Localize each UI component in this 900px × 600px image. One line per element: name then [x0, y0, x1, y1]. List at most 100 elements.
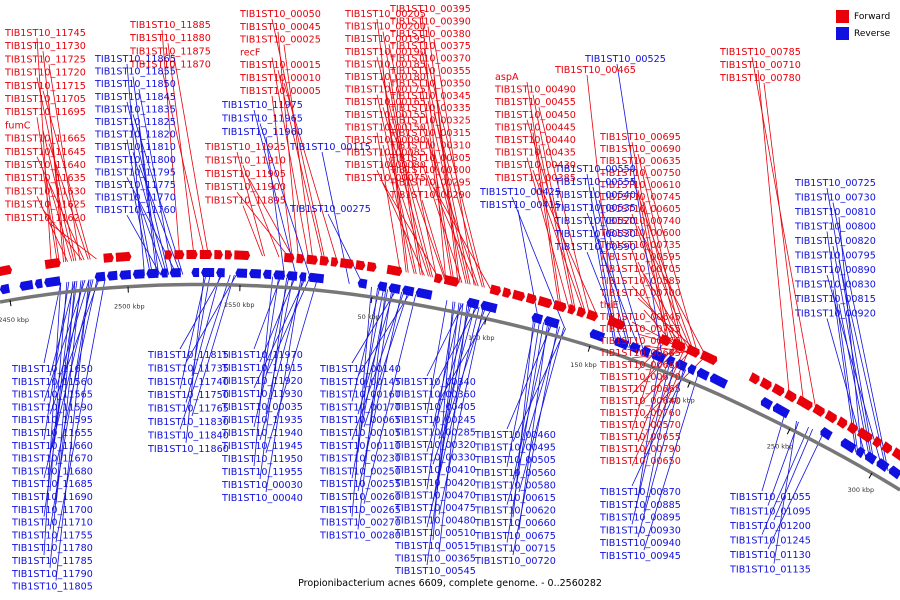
reverse-gene-arrow — [273, 270, 285, 280]
gene-label-tib1st10-11870: TIB1ST10_11870 — [129, 60, 211, 71]
gene-label-tib1st10-11945: TIB1ST10_11945 — [221, 441, 303, 452]
gene-label-tib1st10-11935: TIB1ST10_11935 — [221, 415, 303, 426]
reverse-gene-arrow — [132, 269, 145, 279]
leader-line — [506, 324, 552, 430]
reverse-gene-arrow — [760, 397, 773, 410]
forward-gene-arrow — [759, 377, 772, 391]
gene-label-tib1st10-11805: TIB1ST10_11805 — [11, 582, 93, 593]
gene-label-tib1st10-00330: TIB1ST10_00330 — [394, 453, 476, 464]
leader-line — [532, 132, 560, 306]
reverse-gene-arrow — [262, 269, 272, 280]
leader-line — [363, 294, 417, 504]
leader-line — [586, 251, 625, 347]
gene-label-tib1st10-00355: TIB1ST10_00355 — [389, 66, 471, 77]
gene-label-tib1st10-00150: TIB1ST10_00150 — [344, 122, 426, 133]
gene-labels: TIB1ST10_11745 TIB1ST10_11730 TIB1ST10_117… — [4, 4, 876, 593]
gene-label-tib1st10-00470: TIB1ST10_00470 — [394, 490, 476, 501]
leader-line — [42, 209, 83, 261]
leader-line — [167, 43, 195, 255]
forward-gene-arrow — [115, 251, 132, 262]
leader-line — [49, 281, 76, 568]
gene-label-tib1st10-11815: TIB1ST10_11815 — [147, 350, 229, 361]
gene-label-tib1st10-00895: TIB1ST10_00895 — [599, 513, 681, 524]
gene-label-tib1st10-00420: TIB1ST10_00420 — [394, 478, 476, 489]
gene-label-tib1st10-00885: TIB1ST10_00885 — [599, 500, 681, 511]
gene-label-tib1st10-11780: TIB1ST10_11780 — [11, 543, 93, 554]
gene-label-tib1st10-11720: TIB1ST10_11720 — [4, 68, 86, 79]
gene-label-tib1st10-00760: TIB1ST10_00760 — [599, 408, 681, 419]
gene-label-tib1st10-00450: TIB1ST10_00450 — [494, 110, 576, 121]
gene-label-tib1st10-00065: TIB1ST10_00065 — [319, 415, 401, 426]
gene-label-fumc: fumC — [5, 120, 31, 131]
reverse-gene-arrow — [544, 316, 560, 329]
forward-gene-arrow — [685, 344, 700, 358]
gene-label-tib1st10-00455: TIB1ST10_00455 — [494, 97, 576, 108]
leader-line — [132, 114, 184, 275]
gene-label-tib1st10-00230: TIB1ST10_00230 — [319, 454, 401, 465]
leader-line — [643, 345, 682, 383]
reverse-gene-arrow — [710, 373, 728, 389]
leader-line — [432, 306, 478, 389]
gene-label-tib1st10-00685: TIB1ST10_00685 — [599, 348, 681, 359]
gene-label-tib1st10-11625: TIB1ST10_11625 — [4, 200, 86, 211]
gene-label-tib1st10-11670: TIB1ST10_11670 — [11, 454, 93, 465]
leader-line — [512, 323, 550, 480]
leader-line — [586, 74, 615, 323]
leader-line — [161, 69, 205, 255]
gene-label-tib1st10-00920: TIB1ST10_00920 — [794, 309, 876, 320]
gene-label-tib1st10-00750: TIB1ST10_00750 — [599, 168, 681, 179]
gene-label-tib1st10-00490: TIB1ST10_00490 — [494, 85, 576, 96]
gene-label-tib1st10-00730: TIB1ST10_00730 — [794, 193, 876, 204]
gene-label-tib1st10-00640: TIB1ST10_00640 — [599, 396, 681, 407]
leader-line — [351, 290, 397, 364]
scale-tick — [484, 318, 487, 325]
leader-line — [631, 362, 671, 525]
gene-label-tib1st10-00285: TIB1ST10_00285 — [394, 427, 476, 438]
legend-forward-label: Forward — [854, 11, 891, 22]
leader-line — [138, 202, 166, 276]
leader-line — [357, 293, 411, 377]
leader-line — [643, 374, 699, 551]
gene-label-tib1st10-11830: TIB1ST10_11830 — [147, 417, 229, 428]
leader-line — [598, 238, 629, 348]
leader-line — [421, 199, 447, 280]
gene-label-tib1st10-00435: TIB1ST10_00435 — [494, 148, 576, 159]
gene-label-tib1st10-11825: TIB1ST10_11825 — [94, 117, 176, 128]
forward-gene-arrow — [771, 383, 785, 397]
scale-label: 100 kbp — [468, 334, 495, 342]
gene-label-tib1st10-00580: TIB1ST10_00580 — [474, 480, 556, 491]
gene-label-tib1st10-00530: TIB1ST10_00530 — [554, 229, 636, 240]
gene-label-tib1st10-00510: TIB1ST10_00510 — [394, 528, 476, 539]
leader-line — [631, 213, 678, 345]
leader-line — [438, 304, 468, 553]
forward-gene-arrow — [319, 255, 329, 266]
gene-label-tib1st10-00385: TIB1ST10_00385 — [494, 173, 576, 184]
gene-label-tib1st10-00080: TIB1ST10_00080 — [344, 160, 426, 171]
leader-line — [388, 119, 446, 280]
gene-label-tib1st10-11650: TIB1ST10_11650 — [11, 364, 93, 375]
leader-line — [426, 300, 448, 414]
gene-label-tib1st10-11730: TIB1ST10_11730 — [4, 41, 86, 52]
reverse-gene-arrow — [169, 268, 181, 278]
leader-line — [517, 209, 539, 322]
gene-label-tib1st10-11560: TIB1ST10_11560 — [11, 377, 93, 388]
forward-gene-arrow — [330, 257, 339, 267]
gene-label-tib1st10-00540: TIB1ST10_00540 — [554, 190, 636, 201]
leader-line — [526, 157, 570, 309]
gene-label-tib1st10-11740: TIB1ST10_11740 — [147, 377, 229, 388]
gene-label-tib1st10-00710: TIB1ST10_00710 — [719, 60, 801, 71]
gene-label-tib1st10-00325: TIB1ST10_00325 — [389, 116, 471, 127]
gene-label-tib1st10-11850: TIB1ST10_11850 — [94, 79, 176, 90]
gene-label-tib1st10-00390: TIB1ST10_00390 — [389, 16, 471, 27]
gene-label-tib1st10-11940: TIB1ST10_11940 — [221, 428, 303, 439]
reverse-gene-arrow — [840, 438, 857, 454]
gene-label-tib1st10-00815: TIB1ST10_00815 — [794, 294, 876, 305]
reverse-gene-arrow — [696, 367, 710, 381]
gene-label-tib1st10-00480: TIB1ST10_00480 — [394, 516, 476, 527]
gene-label-tib1st10-00720: TIB1ST10_00720 — [474, 556, 556, 567]
gene-label-tib1st10-00755: TIB1ST10_00755 — [599, 324, 681, 335]
forward-gene-arrow — [199, 250, 213, 259]
forward-gene-arrow — [366, 261, 377, 272]
leader-line — [253, 277, 282, 350]
leader-line — [438, 309, 492, 402]
